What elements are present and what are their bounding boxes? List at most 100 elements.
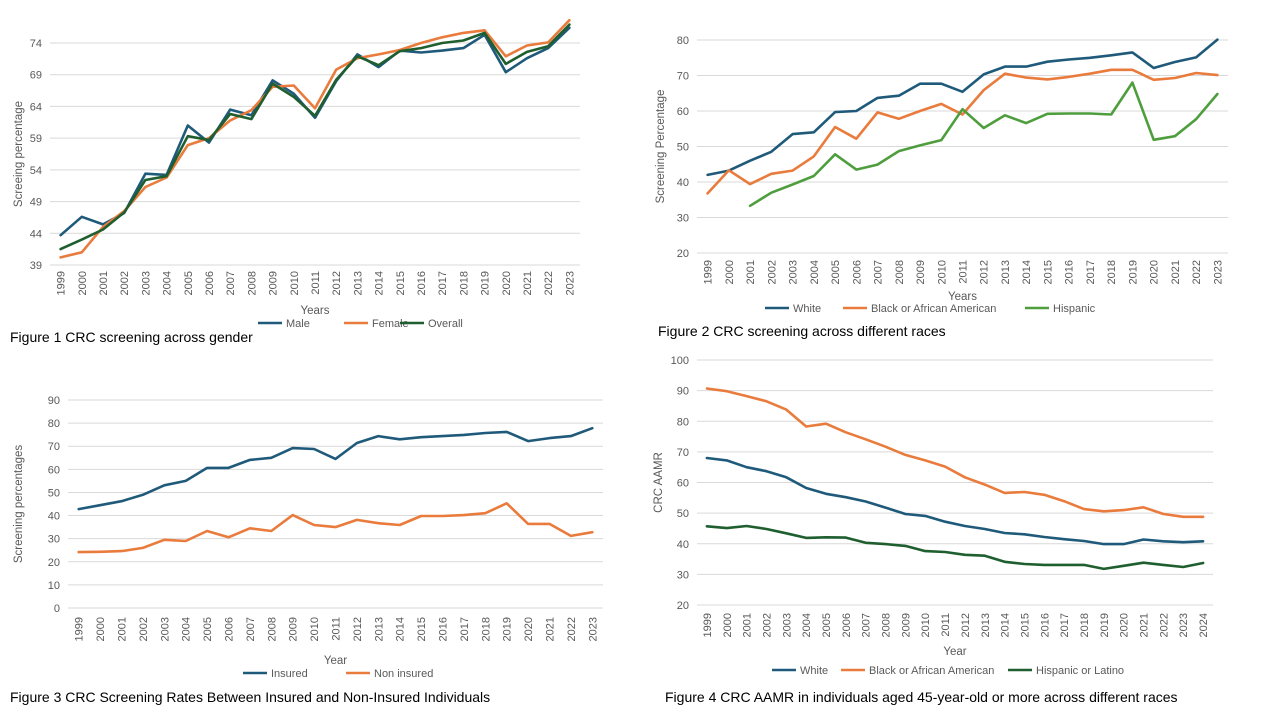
legend-label-white: White [800,665,828,677]
x-tick-label: 2001 [98,271,110,295]
x-tick-label: 2017 [1059,613,1071,637]
y-tick-label: 100 [671,355,689,367]
x-tick-label: 2004 [809,260,821,284]
legend-label-female: Female [372,318,409,330]
x-tick-label: 2021 [545,617,557,641]
y-tick-label: 20 [48,557,60,569]
legend-label-black-or-african-american: Black or African American [871,303,996,315]
y-tick-label: 80 [677,416,689,428]
x-tick-label: 2008 [266,617,278,641]
y-tick-label: 69 [30,70,42,82]
y-tick-label: 30 [48,534,60,546]
x-tick-label: 2015 [395,271,407,295]
x-tick-label: 2000 [724,260,736,284]
figure-1-caption: Figure 1 CRC screening across gender [10,329,253,345]
y-tick-label: 60 [677,478,689,490]
y-tick-label: 80 [48,418,60,430]
x-tick-label: 2015 [416,617,428,641]
y-axis-title: Screening Percentage [655,90,667,204]
x-tick-label: 2007 [225,271,237,295]
x-tick-label: 2009 [900,613,912,637]
x-axis-title: Years [301,305,330,317]
y-axis-title: Screeing percentage [13,101,25,207]
x-tick-label: 2019 [480,271,492,295]
figure-3-caption: Figure 3 CRC Screening Rates Between Ins… [10,689,491,705]
x-tick-label: 2020 [523,617,535,641]
x-tick-label: 2004 [181,617,193,641]
x-tick-label: 2009 [288,617,300,641]
x-tick-label: 1999 [703,260,715,284]
x-tick-label: 2005 [821,613,833,637]
x-tick-label: 2003 [159,617,171,641]
x-tick-label: 2021 [1139,613,1151,637]
x-tick-label: 2021 [522,271,534,295]
y-tick-label: 50 [677,142,689,154]
legend-label-non-insured: Non insured [374,668,433,680]
figure-2-caption: Figure 2 CRC screening across different … [658,323,946,339]
y-tick-label: 60 [677,106,689,118]
x-tick-label: 2020 [1119,613,1131,637]
x-tick-label: 2014 [374,271,386,295]
legend-label-overall: Overall [428,318,463,330]
x-tick-label: 2002 [138,617,150,641]
y-tick-label: 70 [677,71,689,83]
x-tick-label: 2001 [742,613,754,637]
y-axis-title: Screening percentages [13,445,25,564]
x-tick-label: 2013 [1000,260,1012,284]
y-tick-label: 64 [30,101,42,113]
series-line-black-or-african-american [705,387,1205,519]
x-tick-label: 2007 [245,617,257,641]
legend-label-black-or-african-american: Black or African American [869,665,994,677]
x-tick-label: 2012 [352,617,364,641]
x-tick-label: 2001 [117,617,129,641]
y-tick-label: 10 [48,580,60,592]
x-tick-label: 2019 [1099,613,1111,637]
legend-label-hispanic: Hispanic [1053,303,1096,315]
x-tick-label: 2019 [502,617,514,641]
y-tick-label: 90 [48,395,60,407]
x-tick-label: 2020 [1149,260,1161,284]
y-tick-label: 20 [677,248,689,260]
x-tick-label: 2022 [1158,613,1170,637]
x-axis-title: Year [324,655,347,667]
x-tick-label: 2017 [437,271,449,295]
x-tick-label: 2006 [851,260,863,284]
x-tick-label: 2016 [1039,613,1051,637]
y-tick-label: 54 [30,165,42,177]
x-axis-title: Years [948,291,977,303]
series-line-hispanic-or-latino [705,524,1205,571]
x-tick-label: 2015 [1042,260,1054,284]
x-tick-label: 2021 [1170,260,1182,284]
x-tick-label: 1999 [56,271,68,295]
x-tick-label: 2013 [373,617,385,641]
x-tick-label: 2018 [480,617,492,641]
x-tick-label: 2011 [958,260,970,284]
x-tick-label: 2010 [920,613,932,637]
y-tick-label: 44 [30,228,42,240]
x-axis-title: Year [943,646,966,658]
y-tick-label: 90 [677,386,689,398]
x-tick-label: 2004 [801,613,813,637]
x-tick-label: 2022 [1191,260,1203,284]
y-tick-label: 80 [677,35,689,47]
x-tick-label: 2011 [331,617,343,641]
series-line-black-or-african-american [706,68,1219,195]
chart-crc-aamr-races: 20 30 40 50 60 70 80 90 100 1999 2000 2001 2002 2003 2… [653,355,1213,677]
x-tick-label: 2002 [766,260,778,284]
series-line-white [706,38,1219,177]
y-tick-label: 70 [48,441,60,453]
x-tick-label: 2018 [458,271,470,295]
chart-crc-screening-gender: 39 44 49 54 59 64 69 74 1999 2000 2001 2002 2003 2004… [13,18,580,330]
series-line-insured [77,426,594,511]
legend-label-insured: Insured [271,668,308,680]
figure-4-caption: Figure 4 CRC AAMR in individuals aged 45… [665,689,1178,705]
y-tick-label: 30 [677,213,689,225]
x-tick-label: 2010 [309,617,321,641]
x-tick-label: 2022 [566,617,578,641]
x-tick-label: 2023 [1178,613,1190,637]
x-tick-label: 2013 [980,613,992,637]
y-tick-label: 50 [48,487,60,499]
x-tick-label: 2003 [140,271,152,295]
series-line-female [59,18,571,259]
x-tick-label: 1999 [702,613,714,637]
